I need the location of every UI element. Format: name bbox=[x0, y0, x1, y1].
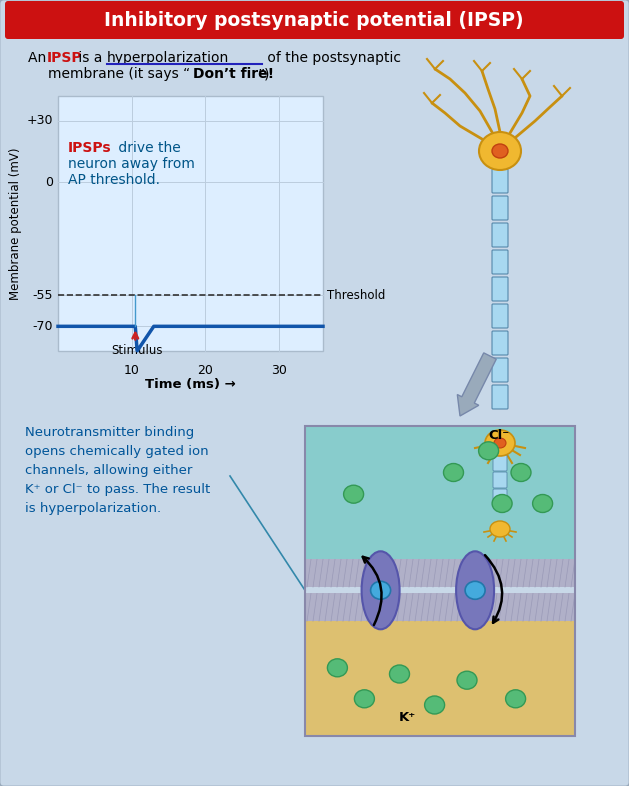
Text: Cl⁻: Cl⁻ bbox=[489, 429, 510, 442]
Ellipse shape bbox=[389, 665, 409, 683]
Ellipse shape bbox=[485, 430, 515, 456]
Text: Threshold: Threshold bbox=[327, 289, 386, 302]
Text: Inhibitory postsynaptic potential (IPSP): Inhibitory postsynaptic potential (IPSP) bbox=[104, 10, 524, 30]
Text: of the postsynaptic: of the postsynaptic bbox=[263, 51, 401, 65]
FancyBboxPatch shape bbox=[492, 331, 508, 355]
Bar bbox=[58, 96, 323, 351]
Text: Don’t fire!: Don’t fire! bbox=[193, 67, 274, 81]
Text: Neurotransmitter binding
opens chemically gated ion
channels, allowing either
K⁺: Neurotransmitter binding opens chemicall… bbox=[25, 426, 210, 515]
Text: drive the: drive the bbox=[114, 141, 181, 156]
Bar bbox=[305, 593, 575, 621]
Text: IPSPs: IPSPs bbox=[68, 141, 111, 156]
Text: An: An bbox=[28, 51, 50, 65]
Ellipse shape bbox=[457, 671, 477, 689]
FancyBboxPatch shape bbox=[492, 385, 508, 409]
FancyBboxPatch shape bbox=[5, 1, 624, 39]
Ellipse shape bbox=[492, 494, 512, 512]
FancyBboxPatch shape bbox=[492, 250, 508, 274]
Text: 10: 10 bbox=[124, 364, 140, 377]
Text: -70: -70 bbox=[33, 320, 53, 332]
Text: Time (ms) →: Time (ms) → bbox=[145, 378, 236, 391]
Ellipse shape bbox=[456, 551, 494, 630]
FancyBboxPatch shape bbox=[492, 223, 508, 247]
Text: 0: 0 bbox=[45, 176, 53, 189]
Ellipse shape bbox=[511, 464, 531, 482]
FancyBboxPatch shape bbox=[493, 455, 507, 471]
Ellipse shape bbox=[506, 690, 526, 708]
Ellipse shape bbox=[343, 485, 364, 503]
FancyBboxPatch shape bbox=[493, 472, 507, 488]
Bar bbox=[305, 621, 575, 736]
FancyBboxPatch shape bbox=[492, 196, 508, 220]
Text: +30: +30 bbox=[26, 114, 53, 127]
Text: Membrane potential (mV): Membrane potential (mV) bbox=[9, 147, 23, 299]
Text: -55: -55 bbox=[33, 289, 53, 302]
Text: IPSP: IPSP bbox=[47, 51, 82, 65]
Ellipse shape bbox=[328, 659, 347, 677]
FancyArrow shape bbox=[457, 353, 496, 416]
Text: 30: 30 bbox=[271, 364, 287, 377]
FancyBboxPatch shape bbox=[492, 304, 508, 328]
Ellipse shape bbox=[465, 582, 485, 599]
Ellipse shape bbox=[443, 464, 464, 482]
Ellipse shape bbox=[490, 521, 510, 537]
Text: ”): ”) bbox=[258, 67, 270, 81]
FancyBboxPatch shape bbox=[492, 277, 508, 301]
Text: K⁺: K⁺ bbox=[399, 711, 416, 724]
Ellipse shape bbox=[494, 438, 506, 448]
Ellipse shape bbox=[362, 551, 399, 630]
FancyBboxPatch shape bbox=[492, 358, 508, 382]
Ellipse shape bbox=[533, 494, 553, 512]
Text: is a: is a bbox=[74, 51, 107, 65]
Text: membrane (it says “: membrane (it says “ bbox=[48, 67, 190, 81]
Ellipse shape bbox=[479, 442, 499, 460]
Ellipse shape bbox=[354, 690, 374, 708]
Ellipse shape bbox=[425, 696, 445, 714]
Bar bbox=[305, 426, 575, 736]
FancyBboxPatch shape bbox=[492, 169, 508, 193]
Ellipse shape bbox=[479, 132, 521, 170]
Ellipse shape bbox=[370, 582, 391, 599]
Ellipse shape bbox=[492, 144, 508, 158]
Text: Stimulus: Stimulus bbox=[111, 344, 163, 358]
Text: AP threshold.: AP threshold. bbox=[68, 173, 160, 187]
Text: neuron away from: neuron away from bbox=[68, 157, 195, 171]
Text: 20: 20 bbox=[198, 364, 213, 377]
Bar bbox=[305, 426, 575, 560]
FancyBboxPatch shape bbox=[493, 489, 507, 505]
Text: hyperpolarization: hyperpolarization bbox=[107, 51, 229, 65]
Bar bbox=[305, 560, 575, 587]
